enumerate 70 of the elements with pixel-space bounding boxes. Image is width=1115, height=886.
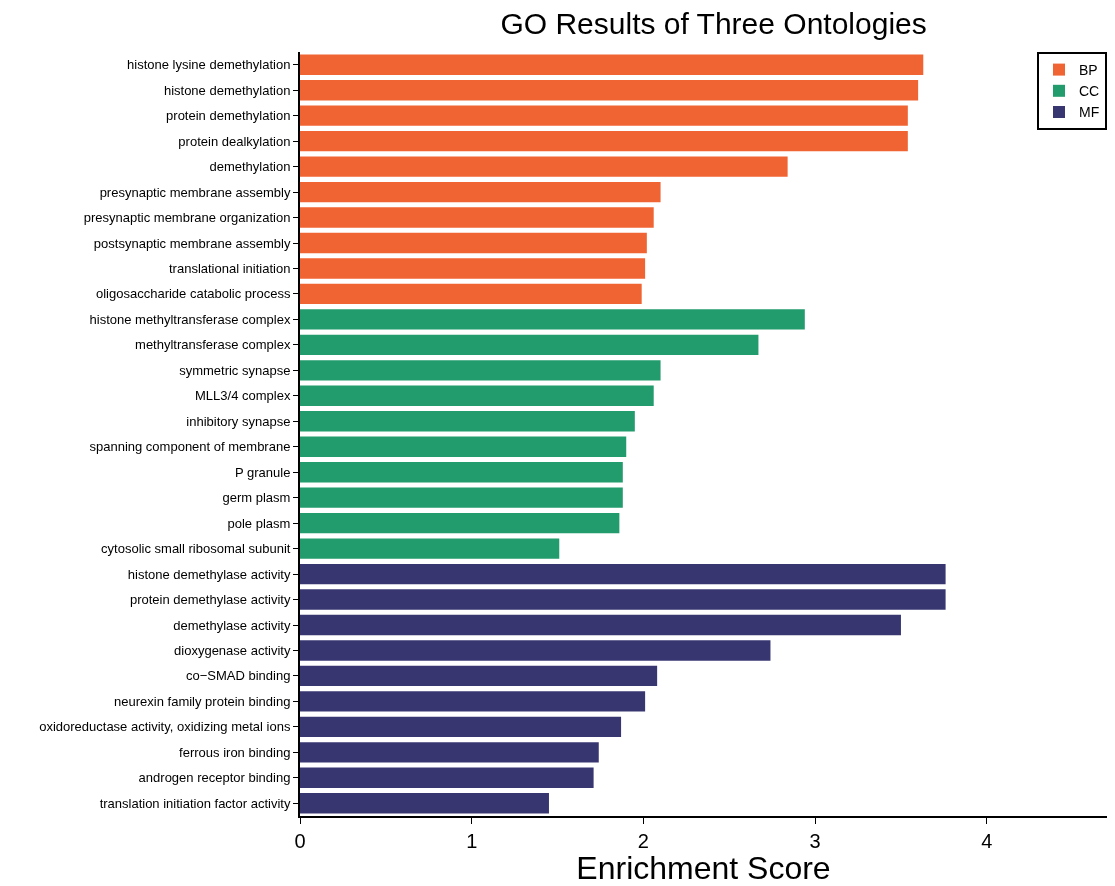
x-tick-label: 3 (809, 830, 821, 852)
x-tick-label: 1 (466, 830, 478, 852)
y-tick-label: methyltransferase complex (135, 337, 291, 353)
y-tick-label: pole plasm (227, 515, 291, 531)
bar (300, 207, 654, 228)
bar (300, 665, 658, 687)
bar (300, 538, 560, 559)
y-tick-label: presynaptic membrane assembly (99, 184, 291, 200)
y-tick-label: P granule (234, 464, 291, 480)
y-tick-label: presynaptic membrane organization (83, 210, 291, 226)
bar (300, 411, 635, 432)
legend-label: MF (1079, 104, 1100, 121)
y-tick-label: histone lysine demethylation (127, 57, 291, 73)
y-tick-label: neurexin family protein binding (114, 693, 291, 709)
x-axis-title: Enrichment Score (576, 850, 831, 886)
bar (300, 181, 661, 203)
bar (300, 232, 647, 254)
bar (300, 436, 627, 457)
bar (300, 742, 599, 763)
bar (300, 462, 623, 483)
bar (300, 54, 924, 75)
bar (300, 283, 642, 305)
x-tick-label: 2 (637, 830, 649, 852)
y-tick-label: co−SMAD binding (185, 668, 291, 684)
y-tick-label: androgen receptor binding (138, 770, 291, 786)
y-tick-label: oligosaccharide catabolic process (96, 286, 291, 302)
y-tick-label: symmetric synapse (179, 362, 291, 378)
bar (300, 512, 620, 534)
y-tick-label: protein dealkylation (178, 133, 291, 149)
bar (300, 563, 946, 585)
y-tick-label: demethylase activity (173, 617, 291, 633)
bar (300, 487, 623, 508)
bar (300, 691, 646, 712)
bar (300, 258, 646, 279)
legend-label: CC (1079, 83, 1100, 100)
bar (300, 309, 805, 330)
bar (300, 793, 549, 814)
x-tick-label: 4 (981, 830, 993, 852)
y-tick-label: histone demethylase activity (127, 566, 291, 582)
y-tick-label: postsynaptic membrane assembly (93, 235, 291, 251)
chart-title: GO Results of Three Ontologies (500, 7, 927, 41)
y-tick-label: MLL3/4 complex (195, 388, 291, 404)
x-tick-label: 0 (294, 830, 306, 852)
y-tick-label: histone methyltransferase complex (89, 311, 291, 327)
bar (300, 767, 594, 788)
y-tick-label: inhibitory synapse (186, 413, 291, 429)
y-tick-label: demethylation (209, 159, 291, 175)
y-tick-label: translation initiation factor activity (99, 795, 291, 811)
y-tick-label: protein demethylase activity (129, 592, 291, 608)
y-tick-label: germ plasm (222, 490, 291, 506)
y-tick-label: protein demethylation (166, 108, 291, 124)
bar (300, 385, 654, 406)
y-tick-label: dioxygenase activity (174, 643, 291, 659)
y-tick-label: oxidoreductase activity, oxidizing metal ions (39, 719, 291, 735)
legend-label: BP (1079, 62, 1098, 79)
bar (300, 360, 661, 381)
bar (300, 716, 622, 738)
y-tick-label: cytosolic small ribosomal subunit (101, 541, 291, 557)
bar (300, 105, 908, 126)
bar (300, 614, 901, 636)
bar (300, 156, 788, 177)
bar (300, 334, 759, 356)
bar (300, 130, 908, 152)
y-tick-label: translational initiation (168, 261, 291, 277)
y-tick-label: histone demethylation (163, 82, 291, 98)
bar (300, 80, 919, 101)
y-tick-label: spanning component of membrane (89, 439, 291, 455)
bar (300, 640, 771, 661)
bar (300, 589, 946, 610)
y-tick-label: ferrous iron binding (179, 744, 291, 760)
